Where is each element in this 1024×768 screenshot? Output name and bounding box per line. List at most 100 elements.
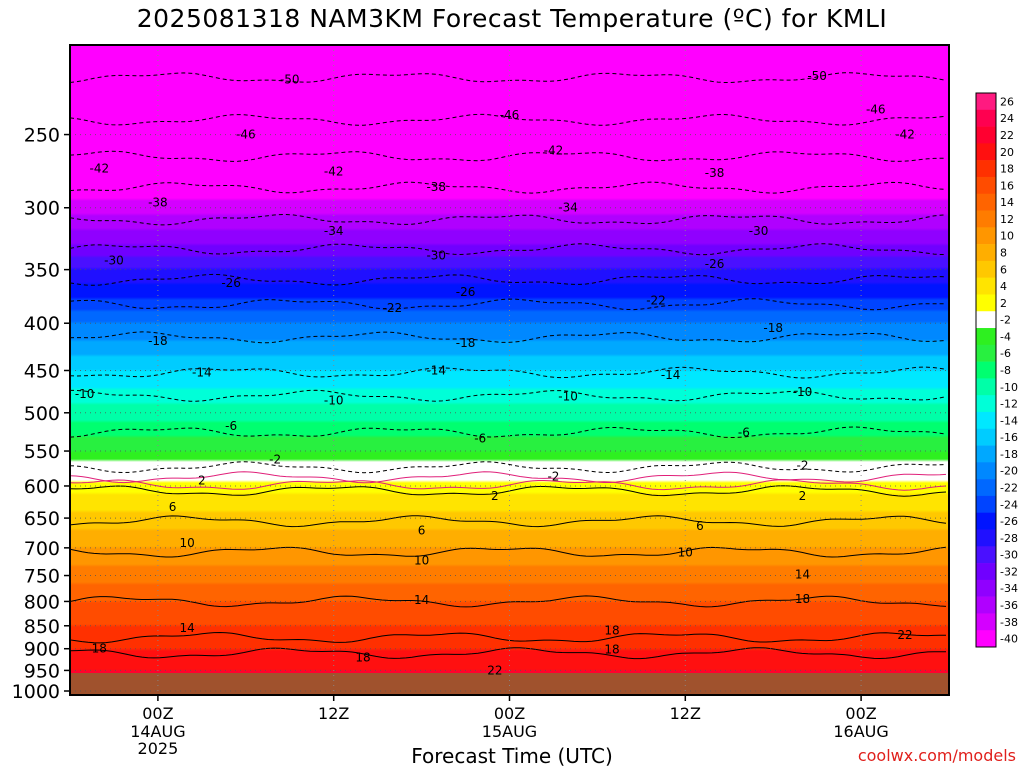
isotherm-22 <box>70 647 946 660</box>
colorbar-label-20: -16 <box>1000 431 1018 444</box>
isotherm--30 <box>70 243 947 256</box>
colorbar-label-9: 8 <box>1000 246 1007 259</box>
contour-label-56: 22 <box>897 628 912 642</box>
isotherm-6 <box>70 515 947 528</box>
colorbar-swatch-13 <box>976 311 996 329</box>
y-tick-label-550: 550 <box>24 441 60 463</box>
colorbar-swatch-18 <box>976 395 996 413</box>
contour-label-44: 10 <box>180 536 195 550</box>
contour-label-text: -26 <box>221 276 241 290</box>
colorbar-swatch-29 <box>976 579 996 597</box>
contour-label-50: 18 <box>92 642 107 656</box>
colorbar-swatch-10 <box>976 260 996 278</box>
contour-label-27: -14 <box>661 368 681 382</box>
x-tick-label-3: 12Z <box>670 704 701 723</box>
colorbar-label-0: 26 <box>1000 95 1014 108</box>
colorbar-label-8: 10 <box>1000 230 1014 243</box>
colorbar: 26 24 22 20 18 16 14 12 10 8 6 4 2 -2 -4 -6 -8 -10 -12 -14 -… <box>975 92 1018 648</box>
contour-label-4: -46 <box>866 103 886 117</box>
isotherm-18 <box>70 631 947 644</box>
freezing-line--2 <box>70 471 947 484</box>
contour-label-text: -14 <box>426 363 446 377</box>
contour-label-21: -22 <box>646 294 666 308</box>
colorbar-label-32: -40 <box>1000 633 1018 646</box>
contour-label-text: -10 <box>324 394 344 408</box>
contour-label-24: -18 <box>763 321 783 335</box>
contour-label-text: -18 <box>456 336 476 350</box>
colorbar-swatch-25 <box>976 512 996 530</box>
contour-label-11: -38 <box>705 166 725 180</box>
contour-label-text: -14 <box>192 365 212 379</box>
colorbar-swatch-12 <box>976 294 996 312</box>
contour-label-text: 2 <box>491 489 499 503</box>
isotherm--50 <box>70 72 947 83</box>
y-tick-label-950: 950 <box>24 660 60 682</box>
colorbar-label-26: -28 <box>1000 532 1018 545</box>
contour-label-38: 2 <box>198 474 206 488</box>
contour-label-48: 14 <box>180 621 195 635</box>
contour-label-text: 6 <box>418 523 426 537</box>
contour-label-text: -26 <box>456 285 476 299</box>
contour-label-32: -6 <box>225 419 237 433</box>
contour-label-text: -10 <box>793 385 813 399</box>
contour-label-3: -46 <box>500 108 520 122</box>
colorbar-swatch-32 <box>976 630 996 648</box>
colorbar-swatch-14 <box>976 328 996 346</box>
contour-label-text: 22 <box>487 663 502 677</box>
contour-label-text: 2 <box>799 489 807 503</box>
colorbar-label-5: 16 <box>1000 179 1014 192</box>
y-axis: 2503003504004505005506006507007508008509… <box>12 125 70 703</box>
contour-label-52: 18 <box>604 643 619 657</box>
colorbar-swatch-11 <box>976 277 996 295</box>
colorbar-label-10: 6 <box>1000 263 1007 276</box>
source-credit: coolwx.com/models <box>857 746 1016 765</box>
contour-label-text: -30 <box>426 249 446 263</box>
colorbar-label-2: 22 <box>1000 129 1014 142</box>
contour-label-23: -18 <box>456 336 476 350</box>
contour-label-text: -10 <box>558 389 578 403</box>
y-tick-label-700: 700 <box>24 538 60 560</box>
contour-label-1: -50 <box>807 69 827 83</box>
contour-label-53: 18 <box>604 623 619 637</box>
colorbar-swatch-17 <box>976 378 996 396</box>
contour-label-text: -46 <box>866 103 886 117</box>
isotherm--6 <box>70 426 947 438</box>
colorbar-swatch-1 <box>976 109 996 127</box>
y-tick-label-1000: 1000 <box>12 681 60 703</box>
y-tick-label-350: 350 <box>24 260 60 282</box>
y-tick-label-600: 600 <box>24 476 60 498</box>
colorbar-label-22: -20 <box>1000 465 1018 478</box>
contour-label-15: -30 <box>426 249 446 263</box>
contour-label-42: 6 <box>418 523 426 537</box>
colorbar-label-6: 14 <box>1000 196 1014 209</box>
isotherm-10 <box>70 546 947 558</box>
contour-label-text: -2 <box>547 469 559 483</box>
contour-label-text: -50 <box>807 69 827 83</box>
y-tick-label-900: 900 <box>24 639 60 661</box>
x-tick-label-1: 12Z <box>318 704 349 723</box>
colorbar-label-30: -36 <box>1000 599 1018 612</box>
contour-label-text: -30 <box>749 224 769 238</box>
colorbar-swatch-6 <box>976 193 996 211</box>
contour-label-text: -6 <box>474 431 486 445</box>
colorbar-label-23: -22 <box>1000 482 1018 495</box>
colorbar-label-16: -8 <box>1000 364 1011 377</box>
colorbar-swatch-31 <box>976 613 996 631</box>
contour-label-text: -18 <box>148 334 168 348</box>
chart-title: 2025081318 NAM3KM Forecast Temperature (… <box>136 4 888 33</box>
contour-label-text: 14 <box>414 593 429 607</box>
contour-label-text: -50 <box>280 73 300 87</box>
colorbar-swatch-15 <box>976 344 996 362</box>
colorbar-label-27: -30 <box>1000 549 1018 562</box>
contour-label-9: -38 <box>148 195 168 209</box>
colorbar-label-4: 18 <box>1000 163 1014 176</box>
y-tick-label-500: 500 <box>24 403 60 425</box>
contour-label-20: -22 <box>382 301 402 315</box>
contour-label-46: 10 <box>678 545 693 559</box>
contour-label-text: 22 <box>897 628 912 642</box>
contour-label-49: 14 <box>795 567 810 581</box>
contour-labels: -50 -50 -46 -46 -46 -42 -42 -42 -42 -38 -38 -38 -34 -… <box>75 69 915 678</box>
colorbar-swatch-0 <box>976 93 996 111</box>
